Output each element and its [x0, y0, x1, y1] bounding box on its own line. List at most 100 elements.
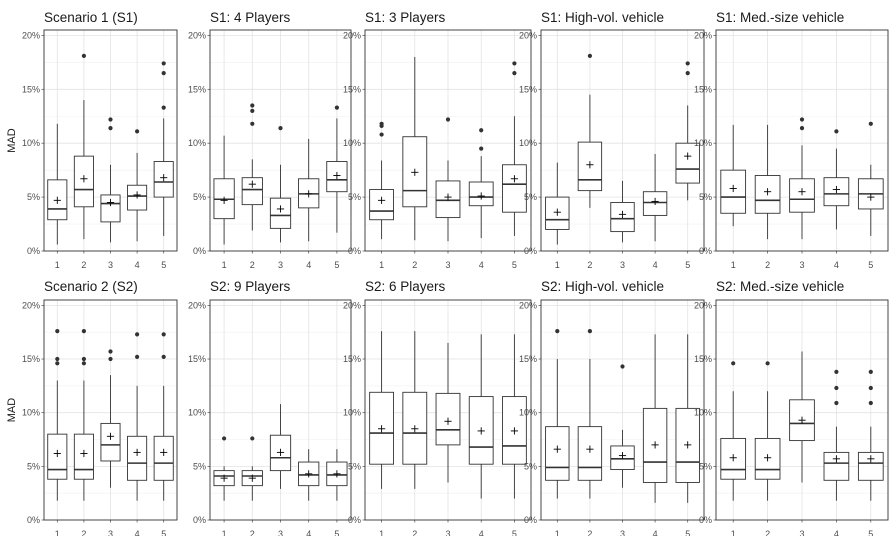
outlier-point	[135, 129, 140, 134]
panel-title: S1: 4 Players	[210, 10, 291, 25]
box	[100, 194, 121, 223]
outlier-point	[685, 61, 690, 66]
x-tick-label: 1	[555, 260, 560, 270]
y-tick-label: 5%	[699, 461, 712, 471]
box	[501, 164, 527, 213]
x-tick-label: 3	[445, 260, 450, 270]
y-tick-label: 0%	[524, 246, 537, 256]
panel-border	[209, 299, 352, 521]
x-tick-label: 2	[250, 529, 255, 536]
box	[545, 426, 570, 481]
x-tick-label: 5	[334, 529, 339, 536]
outlier-point	[250, 121, 255, 126]
panel-4: 0% 5% 10% 15% 20% 1 2 3 4 5 S1: High-vol. vehicle	[519, 10, 705, 270]
outlier-point	[334, 105, 339, 110]
outlier-point	[587, 53, 593, 58]
box	[577, 426, 603, 481]
x-tick-label: 3	[108, 260, 113, 270]
outlier-point	[161, 354, 166, 359]
x-tick-label: 3	[799, 529, 804, 536]
outlier-point	[587, 329, 593, 334]
y-tick-label: 10%	[22, 138, 40, 148]
y-tick-label: 0%	[193, 246, 206, 256]
panel-6: 0% 5% 10% 15% 20% 1 2 3 4 5 Scenario 2 (S2)	[22, 279, 178, 536]
outlier-point	[108, 117, 113, 122]
x-tick-label: 5	[334, 260, 339, 270]
y-tick-label: 20%	[519, 300, 537, 310]
y-tick-label: 20%	[343, 30, 361, 40]
y-tick-label: 5%	[27, 192, 40, 202]
outlier-point	[161, 61, 166, 66]
outlier-point	[108, 126, 113, 131]
x-tick-label: 1	[222, 529, 227, 536]
box	[789, 178, 815, 213]
panel-2: 0% 5% 10% 15% 20% 1 2 3 4 5 S1: 4 Players	[188, 10, 352, 270]
panel-9: 0% 5% 10% 15% 20% 1 2 3 4 5 S2: High-vol. vehicle	[519, 279, 705, 536]
y-tick-label: 15%	[694, 354, 712, 364]
x-tick-label: 5	[161, 260, 166, 270]
y-tick-label: 0%	[348, 515, 361, 525]
y-tick-label: 5%	[524, 192, 537, 202]
box	[127, 435, 148, 481]
x-tick-label: 1	[379, 260, 384, 270]
panel-border	[540, 299, 705, 521]
y-tick-label: 0%	[193, 515, 206, 525]
x-tick-label: 4	[135, 260, 140, 270]
outlier-point	[555, 329, 560, 334]
x-tick-label: 2	[765, 260, 770, 270]
y-tick-label: 5%	[27, 461, 40, 471]
y-tick-label: 10%	[188, 138, 206, 148]
outlier-point	[222, 436, 227, 441]
x-tick-label: 4	[834, 260, 839, 270]
outlier-point	[834, 369, 839, 375]
panel-border	[364, 29, 532, 252]
x-tick-label: 1	[731, 529, 736, 536]
panel-title: S1: High-vol. vehicle	[541, 10, 664, 25]
y-tick-label: 5%	[524, 461, 537, 471]
y-tick-label: 20%	[343, 300, 361, 310]
y-tick-label: 15%	[22, 354, 40, 364]
x-tick-label: 5	[161, 529, 166, 536]
x-tick-label: 4	[306, 529, 311, 536]
outlier-point	[278, 126, 283, 131]
y-tick-label: 5%	[348, 461, 361, 471]
outlier-point	[799, 126, 805, 131]
outlier-point	[479, 146, 484, 151]
y-tick-label: 5%	[193, 461, 206, 471]
outlier-point	[868, 369, 873, 375]
panel-5: 0% 5% 10% 15% 20% 1 2 3 4 5 S1: Med.-size vehicle	[694, 10, 889, 270]
outlier-point	[379, 132, 384, 137]
y-tick-label: 0%	[27, 246, 40, 256]
x-tick-label: 5	[685, 260, 690, 270]
x-tick-label: 2	[587, 260, 592, 270]
y-tick-label: 20%	[519, 30, 537, 40]
outlier-point	[108, 356, 113, 362]
outlier-point	[512, 61, 517, 66]
box	[153, 435, 174, 481]
outlier-point	[81, 356, 86, 362]
y-tick-label: 20%	[694, 30, 712, 40]
x-tick-label: 5	[868, 529, 873, 536]
outlier-point	[512, 71, 517, 76]
outlier-point	[834, 400, 839, 406]
y-tick-label: 15%	[343, 84, 361, 94]
x-tick-label: 2	[765, 529, 770, 536]
y-tick-label: 10%	[188, 408, 206, 418]
y-tick-label: 0%	[524, 515, 537, 525]
y-tick-label: 10%	[519, 138, 537, 148]
x-tick-label: 3	[620, 529, 625, 536]
x-tick-label: 3	[278, 260, 283, 270]
y-tick-label: 15%	[188, 354, 206, 364]
outlier-point	[834, 129, 839, 134]
outlier-point	[868, 121, 873, 126]
panel-border	[715, 299, 889, 521]
x-tick-label: 5	[512, 529, 517, 536]
panel-1: 0% 5% 10% 15% 20% 1 2 3 4 5 Scenario 1 (S1)	[22, 10, 178, 270]
y-tick-label: 20%	[694, 300, 712, 310]
outlier-point	[55, 361, 60, 366]
box	[675, 142, 700, 184]
panel-title: S2: 6 Players	[365, 279, 446, 294]
x-tick-label: 2	[412, 529, 417, 536]
y-tick-label: 10%	[694, 138, 712, 148]
